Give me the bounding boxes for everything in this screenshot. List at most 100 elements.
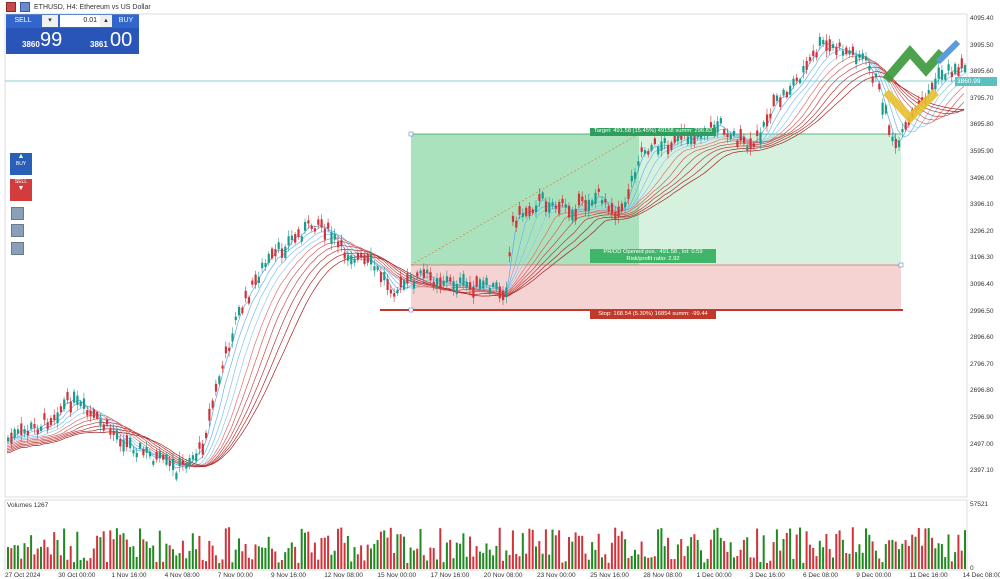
volume-bar bbox=[20, 558, 23, 569]
quick-sell-button[interactable]: SELL ▼ bbox=[10, 179, 32, 201]
buy-price-big: 00 bbox=[110, 29, 133, 51]
candle-body bbox=[310, 225, 313, 230]
candle-body bbox=[49, 418, 53, 425]
candle-body bbox=[185, 463, 188, 469]
candle-body bbox=[964, 65, 967, 73]
volume-increase-icon[interactable]: ▲ bbox=[100, 15, 112, 27]
candle-body bbox=[30, 422, 33, 429]
candle-body bbox=[888, 125, 891, 135]
candle-body bbox=[835, 47, 838, 56]
tool-handle[interactable] bbox=[408, 131, 414, 137]
time-tick-label: 1 Nov 16:00 bbox=[111, 572, 147, 579]
candle-body bbox=[284, 246, 287, 259]
volume-bar bbox=[23, 543, 26, 569]
candle-body bbox=[584, 200, 587, 211]
volume-bar bbox=[178, 553, 181, 569]
sell-button[interactable]: SELL bbox=[14, 17, 32, 24]
volume-bar bbox=[832, 557, 834, 569]
sell-price-small: 3860 bbox=[22, 40, 40, 49]
quick-buy-button[interactable]: ▲ BUY bbox=[10, 153, 32, 175]
candle-body bbox=[855, 55, 858, 65]
candle-body bbox=[861, 53, 864, 59]
candle-body bbox=[323, 228, 326, 240]
time-tick-label: 23 Nov 00:00 bbox=[537, 572, 576, 579]
volume-bar bbox=[181, 540, 184, 569]
candle-body bbox=[653, 138, 656, 145]
time-tick-label: 4 Nov 08:00 bbox=[164, 572, 200, 579]
volume-bar bbox=[317, 559, 320, 569]
volume-bar bbox=[406, 562, 409, 569]
volume-bar bbox=[871, 541, 874, 569]
tool-handle[interactable] bbox=[408, 307, 414, 313]
volume-bar bbox=[676, 544, 679, 569]
volume-bar bbox=[168, 545, 171, 569]
candle-body bbox=[419, 270, 422, 274]
candle-body bbox=[884, 105, 887, 114]
volume-dropdown-icon[interactable]: ▾ bbox=[42, 15, 58, 27]
volume-bar bbox=[251, 559, 254, 569]
volume-bar bbox=[234, 549, 237, 569]
candle-body bbox=[356, 253, 359, 260]
volume-bar bbox=[680, 539, 683, 569]
candle-body bbox=[142, 448, 145, 456]
list-icon[interactable] bbox=[11, 224, 24, 237]
volume-bar bbox=[247, 557, 250, 569]
price-tick-label: 2497.00 bbox=[970, 440, 994, 448]
volume-bar bbox=[818, 540, 821, 569]
candle-body bbox=[822, 39, 825, 45]
sell-price-button[interactable]: 3860 99 bbox=[8, 29, 70, 53]
target-zone bbox=[411, 134, 639, 265]
buy-button[interactable]: BUY bbox=[118, 17, 134, 24]
candle-body bbox=[634, 172, 637, 179]
candle-body bbox=[181, 460, 185, 465]
candle-body bbox=[736, 140, 739, 147]
volume-bar bbox=[478, 551, 481, 569]
price-tick-label: 3795.70 bbox=[970, 94, 994, 102]
volume-bar bbox=[30, 535, 33, 569]
volume-bar bbox=[172, 549, 174, 569]
volume-bar bbox=[135, 556, 138, 569]
candle-body bbox=[581, 196, 584, 202]
volume-bar bbox=[911, 534, 914, 569]
volume-bar bbox=[429, 547, 432, 569]
volume-bar bbox=[898, 549, 900, 569]
lock-icon[interactable] bbox=[11, 207, 24, 220]
candle-body bbox=[577, 193, 581, 206]
candle-body bbox=[445, 276, 449, 283]
candle-body bbox=[808, 57, 812, 61]
volume-bar bbox=[848, 553, 851, 569]
volume-bar bbox=[82, 557, 85, 569]
tool-handle[interactable] bbox=[898, 262, 904, 268]
volume-input[interactable]: 0.01 bbox=[60, 15, 100, 27]
candle-body bbox=[228, 347, 231, 351]
volume-bar bbox=[601, 557, 603, 569]
volume-bar bbox=[554, 535, 557, 569]
candle-body bbox=[254, 274, 257, 285]
volume-bar bbox=[535, 546, 537, 569]
candle-body bbox=[544, 201, 548, 212]
volume-bar bbox=[337, 528, 339, 569]
candle-body bbox=[733, 130, 736, 136]
volume-bar bbox=[198, 535, 201, 569]
volume-bar bbox=[696, 539, 699, 569]
time-tick-label: 7 Nov 00:00 bbox=[217, 572, 253, 579]
candle-body bbox=[478, 279, 482, 290]
quick-buy-label: BUY bbox=[15, 161, 27, 167]
candle-body bbox=[241, 307, 244, 313]
time-tick-label: 9 Nov 16:00 bbox=[271, 572, 307, 579]
candle-body bbox=[749, 138, 752, 150]
volume-bar bbox=[383, 530, 386, 569]
volume-bar bbox=[729, 542, 732, 569]
volume-bar bbox=[577, 535, 580, 569]
volume-bar bbox=[211, 545, 214, 569]
candle-body bbox=[205, 432, 208, 439]
volume-bar bbox=[297, 562, 300, 569]
candle-body bbox=[917, 100, 920, 105]
eye-icon[interactable] bbox=[11, 242, 24, 255]
volume-bar bbox=[346, 535, 349, 569]
candle-body bbox=[287, 236, 290, 246]
buy-price-button[interactable]: 3861 00 bbox=[74, 29, 138, 53]
volume-bar bbox=[139, 528, 141, 569]
candle-body bbox=[26, 430, 29, 436]
